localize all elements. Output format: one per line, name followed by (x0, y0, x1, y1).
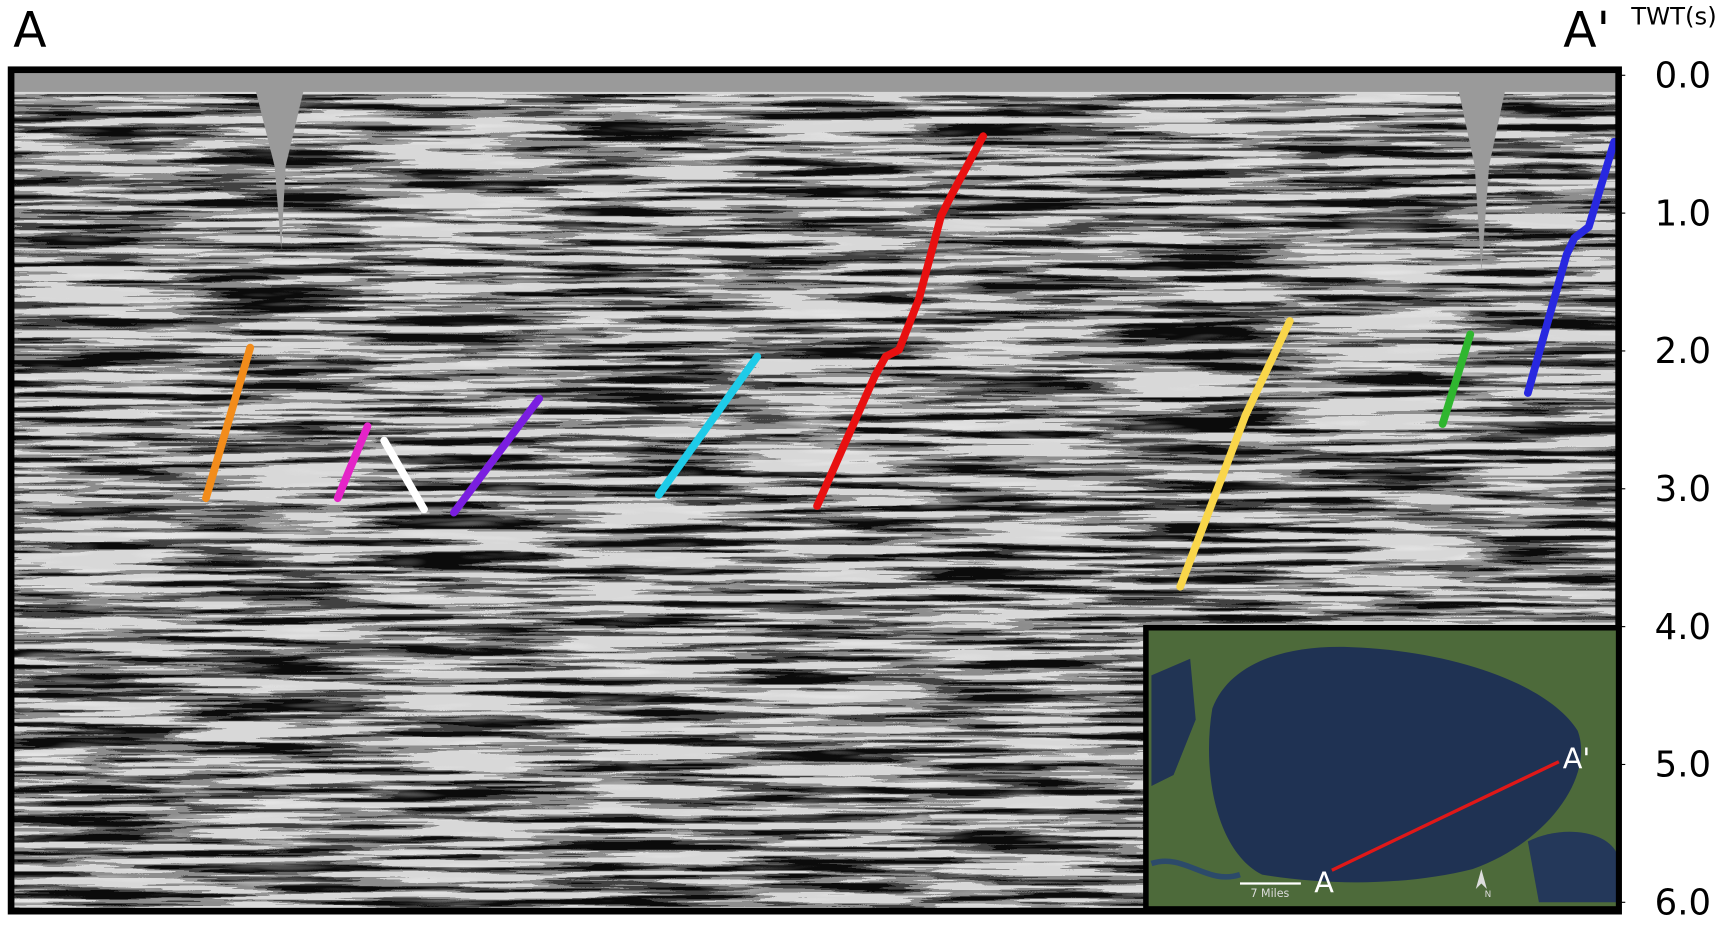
scale-label: 7 Miles (1250, 887, 1289, 900)
y-tick-label: 5.0 (1655, 745, 1711, 786)
map-start-label: A (1314, 865, 1334, 899)
location-map-inset: A A' 7 Miles N (1146, 628, 1619, 909)
y-tick-label: 6.0 (1655, 882, 1711, 923)
axis-title: TWT(s) (1630, 1, 1716, 30)
y-tick-label: 0.0 (1655, 55, 1711, 96)
section-end-label: A' (1563, 2, 1610, 58)
y-tick-label: 4.0 (1655, 607, 1711, 648)
north-label: N (1485, 890, 1492, 900)
y-tick-label: 2.0 (1655, 331, 1711, 372)
map-end-label: A' (1563, 741, 1591, 775)
y-tick-label: 1.0 (1655, 193, 1711, 234)
figure: A A' TWT(s) A A' 7 Miles N 0.0 1.0 2.0 3.0 (0, 0, 1736, 925)
y-tick-label: 3.0 (1655, 469, 1711, 510)
map-water (1528, 832, 1617, 903)
section-start-label: A (13, 2, 46, 58)
page: A A' TWT(s) A A' 7 Miles N 0.0 1.0 2.0 3.0 (0, 0, 1736, 925)
